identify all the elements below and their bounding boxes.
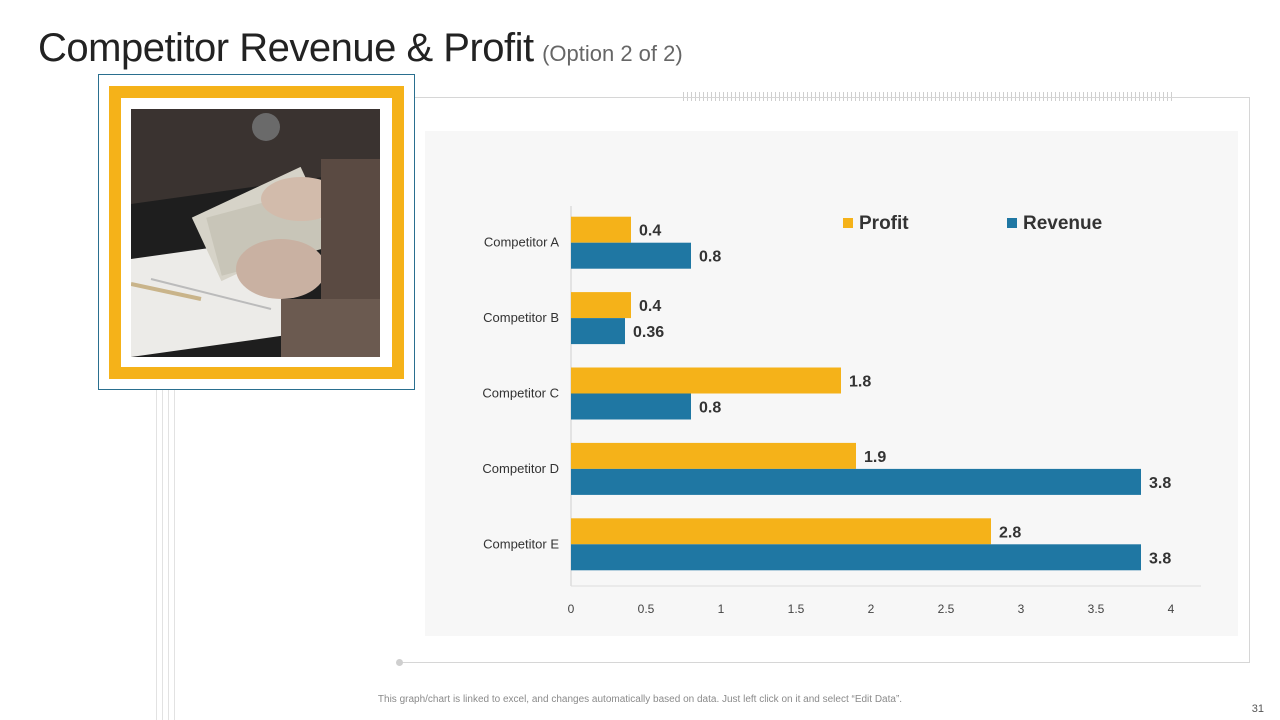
profit-bar: [571, 442, 856, 469]
chart-frame: [400, 97, 1250, 663]
data-label: 2.8: [999, 524, 1021, 541]
data-label: 0.36: [633, 324, 664, 341]
page-number: 31: [1251, 703, 1264, 715]
data-label: 0.4: [639, 298, 661, 315]
x-tick-label: 0: [568, 602, 575, 616]
legend-label: Revenue: [1023, 213, 1102, 234]
profit-bar: [571, 292, 631, 319]
x-tick-label: 0.5: [638, 602, 655, 616]
data-label: 3.8: [1149, 550, 1171, 567]
category-label: Competitor A: [484, 235, 559, 250]
x-tick-label: 3.5: [1088, 602, 1105, 616]
x-tick-label: 1.5: [788, 602, 805, 616]
profit-bar: [571, 367, 841, 394]
category-label: Competitor B: [483, 310, 559, 325]
slide-title: Competitor Revenue & Profit (Option 2 of…: [38, 26, 683, 71]
revenue-bar: [571, 544, 1141, 571]
footnote: This graph/chart is linked to excel, and…: [377, 694, 903, 705]
data-label: 0.4: [639, 223, 661, 240]
data-label: 1.8: [849, 374, 871, 391]
revenue-bar: [571, 468, 1141, 495]
data-label: 0.8: [699, 400, 721, 417]
title-subtitle: (Option 2 of 2): [542, 41, 683, 66]
data-label: 3.8: [1149, 475, 1171, 492]
category-label: Competitor E: [483, 536, 559, 551]
category-label: Competitor C: [482, 386, 559, 401]
money-photo: [131, 109, 380, 357]
x-tick-label: 1: [718, 602, 725, 616]
decorative-lines: [156, 390, 180, 720]
decorative-dot: [396, 659, 403, 666]
bar-chart: 0 0.5 1 1.5 2 2.5 3 3.5 4 Competitor A 0.4 0.8 Compe…: [482, 206, 1201, 616]
revenue-bar: [571, 242, 691, 269]
legend-label: Profit: [859, 213, 909, 234]
x-tick-label: 3: [1018, 602, 1025, 616]
revenue-bar: [571, 393, 691, 420]
revenue-bar: [571, 318, 625, 345]
profit-bar: [571, 518, 991, 545]
data-label: 0.8: [699, 249, 721, 266]
title-main: Competitor Revenue & Profit: [38, 26, 534, 70]
decorative-hatch: [683, 92, 1173, 101]
x-tick-label: 4: [1168, 602, 1175, 616]
x-tick-label: 2: [868, 602, 875, 616]
x-tick-label: 2.5: [938, 602, 955, 616]
data-label: 1.9: [864, 449, 886, 466]
legend-swatch: [1007, 218, 1017, 228]
photo-frame: [98, 74, 415, 390]
legend-swatch: [843, 218, 853, 228]
profit-bar: [571, 216, 631, 243]
category-label: Competitor D: [482, 461, 559, 476]
